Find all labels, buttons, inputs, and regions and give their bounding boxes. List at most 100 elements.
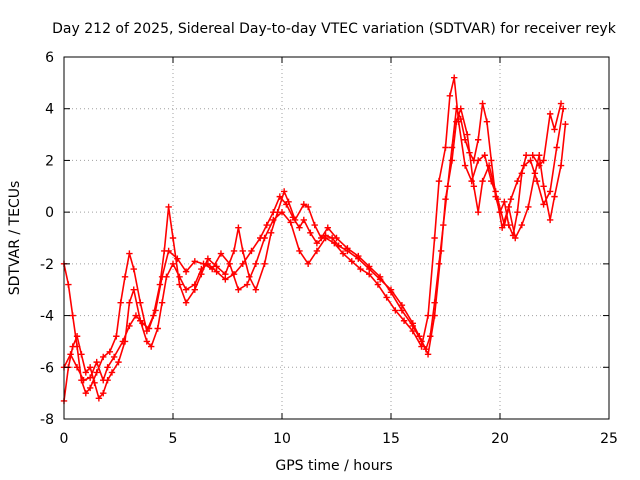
data-point <box>296 224 303 231</box>
data-point <box>546 216 554 224</box>
data-point <box>82 389 89 397</box>
data-point <box>514 177 521 185</box>
data-point <box>152 307 159 314</box>
data-point <box>387 289 395 296</box>
data-point <box>291 216 299 224</box>
data-point <box>252 260 260 268</box>
data-point <box>488 157 495 164</box>
data-point <box>551 126 558 133</box>
x-tick-label: 20 <box>491 431 509 447</box>
data-point <box>481 152 488 159</box>
data-point <box>191 258 198 265</box>
data-point <box>108 369 116 376</box>
data-point <box>512 234 519 242</box>
data-point <box>169 260 177 268</box>
data-point <box>82 369 89 376</box>
data-point <box>204 255 212 262</box>
plot-frame <box>63 56 610 420</box>
data-point <box>115 358 122 366</box>
data-point <box>300 201 307 208</box>
series-line <box>63 102 562 402</box>
data-point <box>143 338 151 345</box>
data-point <box>217 250 225 257</box>
data-point <box>93 369 100 376</box>
y-tick-label: -8 <box>40 412 54 428</box>
x-tick-label: 0 <box>60 431 69 447</box>
data-point <box>479 100 486 107</box>
data-point <box>431 312 438 319</box>
data-point <box>494 196 502 203</box>
x-tick-label: 25 <box>600 431 618 447</box>
data-point <box>165 247 172 255</box>
data-point <box>304 260 312 268</box>
data-point <box>442 196 449 203</box>
data-point <box>374 281 382 288</box>
data-point <box>437 247 445 255</box>
data-point <box>475 157 482 164</box>
data-point <box>357 265 364 273</box>
data-point <box>137 299 144 306</box>
data-point <box>522 152 530 159</box>
data-point <box>110 353 118 361</box>
data-point <box>560 105 567 112</box>
data-point <box>322 234 329 242</box>
data-point <box>533 177 541 185</box>
data-point <box>252 286 260 293</box>
data-point <box>222 271 229 278</box>
data-point <box>126 299 133 306</box>
data-point <box>455 118 462 125</box>
data-point <box>100 353 107 361</box>
data-point <box>457 105 464 112</box>
data-point <box>69 312 76 319</box>
data-point <box>525 203 532 211</box>
data-point <box>270 216 277 224</box>
data-point <box>446 92 454 99</box>
data-point <box>182 268 190 275</box>
data-point <box>86 364 94 371</box>
data-point <box>331 239 338 247</box>
data-point <box>174 255 181 262</box>
data-point <box>263 221 270 229</box>
data-point <box>235 286 242 293</box>
data-point <box>540 157 547 164</box>
data-point <box>398 307 406 314</box>
y-tick-label: -2 <box>40 257 54 273</box>
data-point <box>86 374 94 381</box>
data-point <box>198 271 205 278</box>
data-point <box>67 351 74 358</box>
data-point <box>507 196 515 203</box>
grid <box>64 57 609 419</box>
data-point <box>104 364 111 371</box>
data-point <box>239 247 246 255</box>
data-point <box>235 224 242 231</box>
data-point <box>468 177 475 185</box>
data-point <box>355 252 362 260</box>
data-point <box>158 299 166 306</box>
data-point <box>562 121 569 128</box>
data-point <box>285 198 292 205</box>
data-point <box>248 247 255 255</box>
data-point <box>117 299 124 306</box>
data-point <box>145 325 153 332</box>
data-point <box>461 162 469 169</box>
data-point <box>169 234 177 242</box>
y-tick-label: 4 <box>45 102 54 118</box>
data-point <box>261 260 268 268</box>
series-track-3 <box>60 74 567 384</box>
data-point <box>557 100 565 107</box>
data-point <box>121 273 129 280</box>
data-point <box>226 260 233 268</box>
data-point <box>540 183 547 190</box>
data-point <box>546 188 554 195</box>
data-point <box>239 260 246 268</box>
data-point <box>376 273 384 280</box>
x-tick-labels: 0 5 10 15 20 25 <box>60 431 618 447</box>
data-point <box>313 247 321 255</box>
data-point <box>424 312 432 319</box>
chart-title: Day 212 of 2025, Sidereal Day-to-day VTE… <box>52 21 617 37</box>
data-point <box>278 208 286 216</box>
data-point <box>73 343 81 350</box>
data-point <box>148 343 155 350</box>
data-point <box>418 343 425 350</box>
